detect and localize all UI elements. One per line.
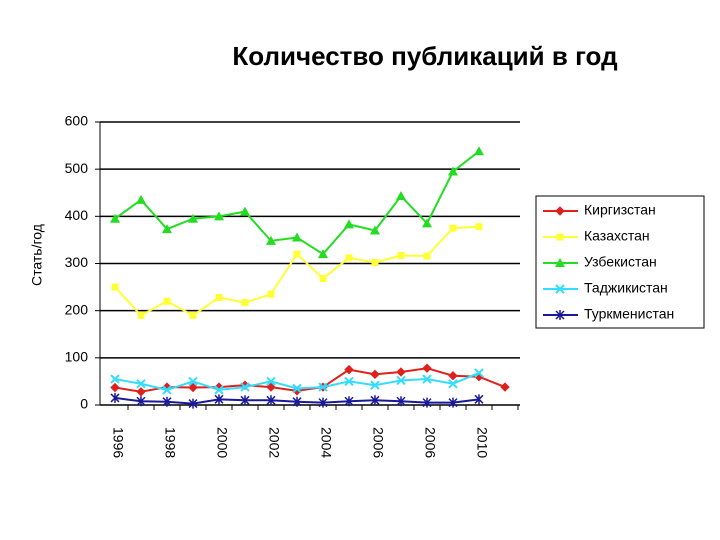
marker (162, 224, 172, 234)
marker (188, 213, 198, 223)
marker (214, 211, 224, 221)
marker (344, 364, 354, 375)
marker (162, 396, 172, 407)
y-tick-label: 100 (65, 349, 89, 365)
marker (370, 380, 380, 390)
marker (448, 371, 458, 381)
marker (448, 397, 458, 408)
marker (474, 146, 484, 156)
marker (240, 382, 250, 392)
marker (370, 369, 380, 380)
y-tick-label: 200 (65, 301, 89, 317)
x-tick-label: 2010 (474, 427, 490, 458)
x-tick-label: 2004 (318, 427, 334, 458)
marker (370, 225, 380, 235)
marker (396, 367, 406, 377)
marker (137, 311, 145, 319)
marker (240, 395, 250, 406)
marker (110, 382, 120, 393)
y-tick-label: 300 (65, 254, 89, 270)
marker (136, 379, 146, 389)
marker (423, 252, 431, 260)
marker (292, 383, 302, 394)
marker (111, 283, 119, 291)
legend-label: Таджикистан (584, 280, 668, 296)
marker (110, 213, 120, 223)
marker (344, 396, 354, 407)
marker (292, 396, 302, 407)
marker (292, 232, 302, 242)
series-line (114, 367, 506, 393)
marker (500, 382, 510, 392)
chart-title: Количество публикаций в год (232, 41, 618, 71)
marker (293, 250, 301, 258)
marker (318, 382, 328, 392)
y-tick-label: 500 (65, 160, 89, 176)
marker (371, 259, 379, 267)
marker (266, 382, 276, 392)
legend-marker (555, 284, 565, 294)
marker (344, 376, 354, 387)
marker (136, 396, 146, 407)
marker (370, 395, 380, 406)
marker (110, 374, 120, 384)
x-tick-label: 2002 (266, 427, 282, 458)
marker (345, 254, 353, 262)
marker (266, 376, 276, 387)
marker (396, 375, 406, 386)
marker (110, 392, 120, 403)
marker (396, 191, 406, 201)
marker (266, 395, 276, 406)
y-tick-label: 600 (65, 113, 89, 129)
marker (240, 206, 250, 216)
marker (448, 166, 458, 176)
marker (422, 374, 432, 384)
marker (474, 368, 484, 378)
legend-label: Казахстан (584, 228, 650, 244)
y-tick-label: 400 (65, 207, 89, 223)
legend-label: Узбекистан (584, 254, 657, 270)
legend-marker (556, 233, 564, 241)
marker (422, 363, 432, 373)
marker (344, 219, 354, 229)
marker (475, 223, 483, 231)
legend-marker (555, 310, 565, 320)
marker (163, 297, 171, 305)
marker (136, 194, 146, 204)
marker (422, 218, 432, 228)
x-tick-label: 1998 (162, 427, 178, 458)
marker (422, 397, 432, 408)
marker (319, 275, 327, 283)
marker (448, 379, 458, 389)
y-tick-label: 0 (80, 396, 88, 412)
marker (266, 235, 276, 245)
marker (241, 299, 249, 307)
marker (189, 311, 197, 319)
x-tick-label: 2006 (370, 427, 386, 458)
marker (474, 394, 484, 405)
marker (162, 385, 172, 395)
legend-label: Туркменистан (584, 306, 674, 322)
x-tick-label: 1996 (110, 427, 126, 458)
marker (215, 293, 223, 301)
marker (318, 249, 328, 259)
legend-marker (555, 258, 565, 267)
marker (318, 397, 328, 408)
marker (188, 398, 198, 409)
y-axis-label: Стать/год (29, 224, 45, 286)
marker (267, 290, 275, 298)
marker (397, 251, 405, 259)
marker (449, 224, 457, 232)
marker (136, 387, 146, 397)
marker (396, 396, 406, 407)
marker (188, 382, 198, 393)
marker (214, 394, 224, 405)
legend-label: Киргизстан (584, 202, 656, 218)
marker (188, 376, 198, 387)
legend-marker (555, 206, 565, 216)
x-tick-label: 2000 (214, 427, 230, 458)
x-tick-label: 2006 (422, 427, 438, 458)
marker (214, 385, 224, 395)
